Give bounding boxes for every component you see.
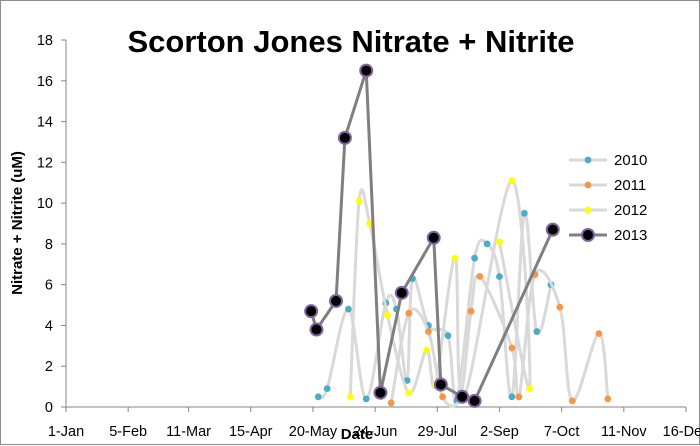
y-tick-label: 18 bbox=[37, 33, 53, 49]
data-point-2010 bbox=[520, 209, 528, 217]
legend-marker bbox=[584, 206, 592, 214]
legend-marker bbox=[584, 181, 592, 189]
data-point-2011 bbox=[595, 330, 603, 337]
x-tick-label: 1-Jan bbox=[48, 424, 84, 440]
data-point-2011 bbox=[568, 397, 576, 405]
data-point-2013 bbox=[304, 304, 319, 319]
data-point-2010 bbox=[471, 254, 478, 262]
data-point-2011 bbox=[508, 344, 516, 352]
data-point-2010 bbox=[533, 328, 541, 335]
data-point-2013 bbox=[359, 63, 374, 78]
data-point-2012 bbox=[355, 197, 363, 205]
data-point-2010 bbox=[345, 305, 352, 313]
legend-item-2010: 2010 bbox=[569, 152, 647, 169]
legend: 2010 2011 2012 2013 bbox=[569, 152, 647, 244]
data-point-2011 bbox=[556, 303, 564, 311]
data-point-2011 bbox=[387, 399, 395, 407]
legend-marker bbox=[584, 156, 592, 164]
x-tick-label: 29-Jul bbox=[418, 424, 458, 440]
x-axis-ticks: 1-Jan 5-Feb 11-Mar 15-Apr 20-May 24-Jun 29-Jul… bbox=[48, 407, 700, 440]
data-point-2011 bbox=[425, 328, 432, 335]
data-point-2010 bbox=[314, 393, 322, 401]
legend-item-2012: 2012 bbox=[569, 202, 647, 219]
data-point-2012 bbox=[384, 311, 391, 319]
data-point-2012 bbox=[423, 346, 431, 354]
x-tick-label: 16-Dec bbox=[663, 424, 700, 440]
y-tick-label: 12 bbox=[37, 155, 53, 171]
data-point-2013 bbox=[309, 322, 324, 337]
y-tick-label: 14 bbox=[37, 115, 53, 131]
data-point-2010 bbox=[508, 393, 516, 401]
legend-marker bbox=[581, 228, 595, 242]
x-tick-label: 15-Apr bbox=[229, 424, 273, 440]
series-line-2011 bbox=[389, 268, 610, 408]
data-point-2011 bbox=[476, 273, 484, 280]
data-point-2013 bbox=[329, 293, 344, 308]
data-point-2010 bbox=[483, 240, 491, 248]
data-point-2012 bbox=[496, 238, 503, 246]
data-point-2013 bbox=[426, 230, 441, 245]
x-tick-label: 11-Nov bbox=[601, 424, 647, 440]
data-point-2013 bbox=[467, 393, 482, 408]
series-layer bbox=[304, 63, 612, 408]
data-point-2012 bbox=[508, 177, 516, 185]
data-point-2010 bbox=[323, 385, 331, 393]
x-tick-label: 24-Jun bbox=[353, 424, 397, 440]
data-point-2012 bbox=[346, 393, 354, 401]
data-point-2013 bbox=[455, 389, 470, 404]
data-point-2010 bbox=[362, 395, 370, 403]
y-tick-label: 4 bbox=[45, 318, 53, 334]
legend-label: 2011 bbox=[614, 177, 646, 194]
x-tick-label: 2-Sep bbox=[480, 424, 519, 440]
data-point-2011 bbox=[515, 393, 523, 401]
data-point-2011 bbox=[467, 307, 475, 315]
x-tick-label: 20-May bbox=[289, 424, 338, 440]
y-axis-title: Nitrate + Nitrite (uM) bbox=[9, 151, 26, 295]
data-point-2013 bbox=[545, 222, 560, 237]
legend-label: 2010 bbox=[614, 152, 647, 169]
data-point-2013 bbox=[394, 285, 409, 300]
y-tick-label: 2 bbox=[45, 359, 53, 375]
y-tick-label: 0 bbox=[45, 400, 53, 416]
x-tick-label: 7-Oct bbox=[544, 424, 579, 440]
legend-label: 2012 bbox=[614, 202, 647, 219]
x-axis-title: Date bbox=[341, 426, 374, 443]
data-point-2011 bbox=[439, 393, 447, 401]
series-2011 bbox=[387, 268, 612, 408]
y-tick-label: 16 bbox=[37, 74, 53, 90]
data-point-2013 bbox=[337, 130, 352, 145]
y-tick-label: 6 bbox=[45, 278, 53, 294]
legend-item-2013: 2013 bbox=[569, 227, 647, 244]
data-point-2011 bbox=[604, 395, 612, 403]
data-point-2012 bbox=[526, 385, 534, 393]
chart-title: Scorton Jones Nitrate + Nitrite bbox=[127, 24, 574, 59]
legend-label: 2013 bbox=[614, 227, 647, 244]
legend-item-2011: 2011 bbox=[569, 177, 646, 194]
data-point-2013 bbox=[373, 385, 388, 400]
x-tick-label: 5-Feb bbox=[109, 424, 147, 440]
data-point-2012 bbox=[451, 254, 459, 262]
data-point-2011 bbox=[405, 309, 413, 317]
data-point-2013 bbox=[433, 377, 448, 392]
data-point-2010 bbox=[496, 273, 503, 280]
y-tick-label: 10 bbox=[37, 196, 53, 212]
data-point-2010 bbox=[444, 332, 452, 340]
x-tick-label: 11-Mar bbox=[166, 424, 211, 440]
data-point-2012 bbox=[405, 389, 413, 397]
y-tick-label: 8 bbox=[45, 237, 53, 253]
series-2013 bbox=[304, 63, 560, 408]
plot-area: 0 2 4 6 8 10 12 14 16 18 1-Jan 5-Feb 11-Mar 15-Apr 20… bbox=[37, 33, 700, 440]
y-axis-ticks: 0 2 4 6 8 10 12 14 16 18 bbox=[37, 33, 66, 416]
